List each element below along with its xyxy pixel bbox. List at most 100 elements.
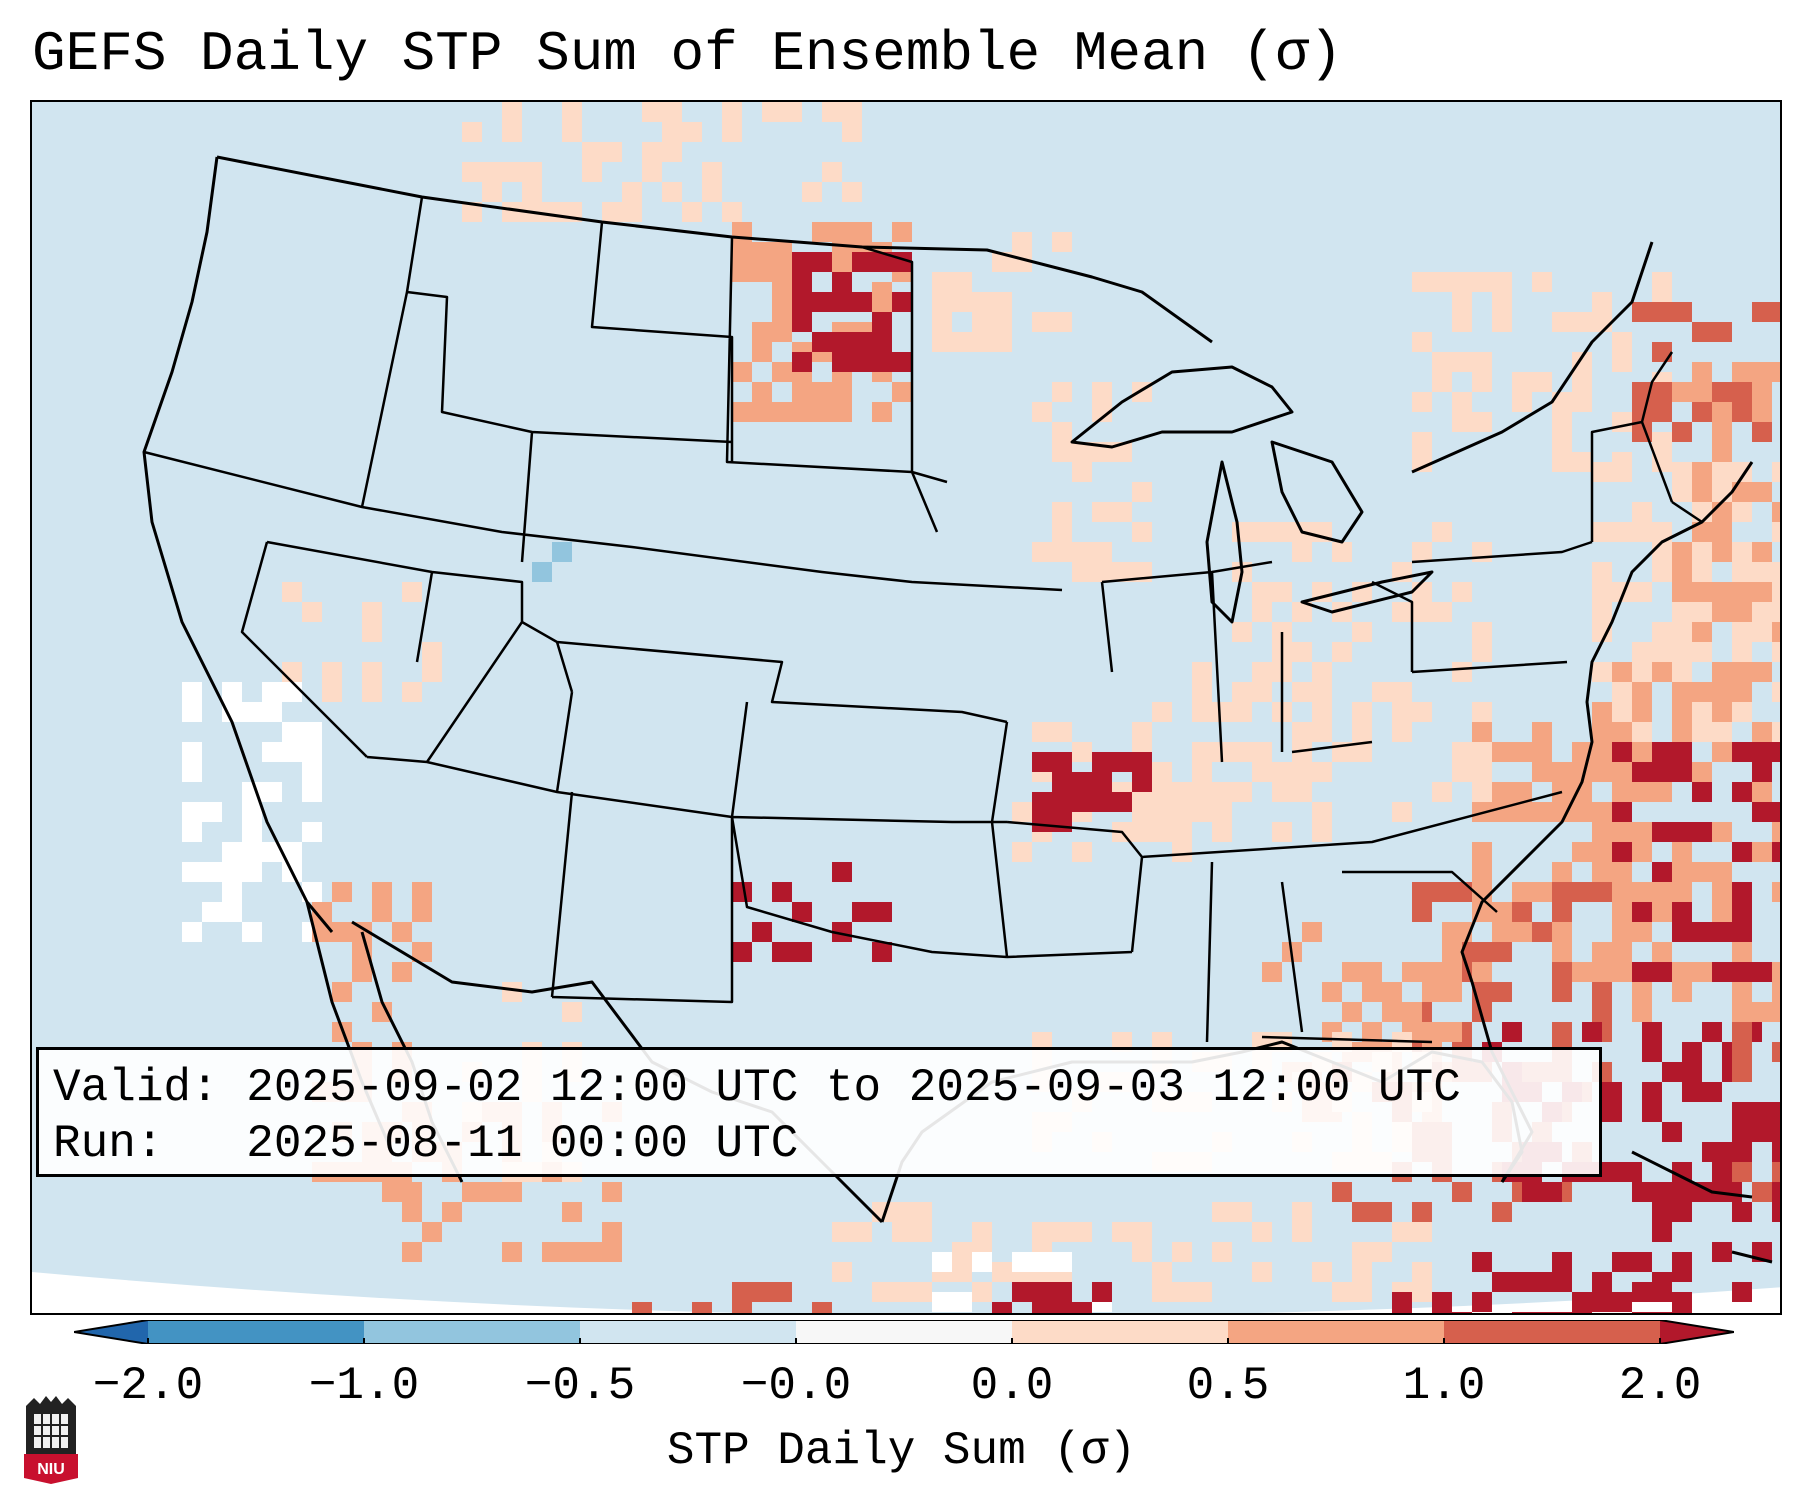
anomaly-cell: [1492, 292, 1512, 312]
anomaly-cell: [1472, 702, 1492, 722]
anomaly-cell: [1712, 522, 1732, 542]
anomaly-cell: [1472, 942, 1492, 962]
anomaly-cell: [1492, 272, 1512, 292]
anomaly-cell: [1302, 922, 1322, 942]
anomaly-cell: [372, 902, 392, 922]
anomaly-cell: [1152, 782, 1172, 802]
valid-time-box: Valid: 2025-09-02 12:00 UTC to 2025-09-0…: [36, 1047, 1602, 1177]
anomaly-cell: [732, 942, 752, 962]
anomaly-cell: [1392, 1222, 1412, 1242]
anomaly-cell: [1592, 762, 1612, 782]
colorbar-tick-label: 1.0: [1402, 1360, 1486, 1412]
anomaly-cell: [992, 332, 1012, 352]
run-value: 2025-08-11 00:00 UTC: [246, 1118, 799, 1170]
anomaly-cell: [992, 252, 1012, 272]
anomaly-cell: [1342, 962, 1362, 982]
anomaly-cell: [1772, 1142, 1780, 1162]
anomaly-cell: [1602, 1102, 1622, 1122]
anomaly-cell: [1352, 702, 1372, 722]
anomaly-cell: [1472, 272, 1492, 292]
anomaly-cell: [1532, 272, 1552, 292]
anomaly-cell: [1672, 902, 1692, 922]
anomaly-cell: [832, 292, 852, 312]
anomaly-cell: [412, 942, 432, 962]
anomaly-cell: [832, 352, 852, 372]
anomaly-cell: [1032, 1222, 1052, 1242]
anomaly-cell: [1612, 902, 1632, 922]
anomaly-cell: [1592, 662, 1612, 682]
anomaly-cell: [872, 312, 892, 332]
anomaly-cell: [692, 1302, 712, 1313]
anomaly-cell: [1492, 922, 1512, 942]
anomaly-cell: [502, 982, 522, 1002]
anomaly-cell: [392, 962, 412, 982]
anomaly-cell: [1472, 1292, 1492, 1312]
anomaly-cell: [1492, 1272, 1512, 1292]
anomaly-cell: [1612, 412, 1632, 432]
valid-row: Valid: 2025-09-02 12:00 UTC to 2025-09-0…: [53, 1060, 1585, 1116]
anomaly-cell: [402, 582, 422, 602]
anomaly-cell: [1712, 962, 1732, 982]
anomaly-cell: [1292, 1222, 1312, 1242]
anomaly-cell: [1712, 1242, 1732, 1262]
anomaly-cell: [1472, 412, 1492, 432]
anomaly-cell: [1532, 802, 1552, 822]
anomaly-cell: [1432, 782, 1452, 802]
anomaly-cell: [1392, 802, 1412, 822]
anomaly-cell: [1692, 702, 1712, 722]
anomaly-cell: [1312, 762, 1332, 782]
anomaly-cell: [1452, 1182, 1472, 1202]
anomaly-cell: [482, 182, 502, 202]
anomaly-cell: [1452, 1312, 1472, 1313]
anomaly-cell: [1772, 1122, 1780, 1142]
anomaly-cell: [1712, 322, 1732, 342]
anomaly-cell: [1092, 1282, 1112, 1302]
anomaly-cell: [752, 922, 772, 942]
colorbar-tick-label: −2.0: [92, 1360, 204, 1412]
anomaly-cell: [1732, 402, 1752, 422]
anomaly-cell: [562, 102, 582, 122]
anomaly-cell: [1532, 1312, 1552, 1313]
anomaly-cell: [1092, 382, 1112, 402]
anomaly-cell: [1672, 702, 1692, 722]
anomaly-cell: [1772, 1162, 1780, 1182]
anomaly-cell: [1432, 352, 1452, 372]
anomaly-cell: [1772, 302, 1780, 322]
anomaly-cell: [1512, 1272, 1532, 1292]
anomaly-cell: [1772, 602, 1780, 622]
anomaly-cell: [1512, 1312, 1532, 1313]
anomaly-cell: [1772, 1042, 1780, 1062]
anomaly-cell: [1712, 382, 1732, 402]
anomaly-cell: [1472, 1252, 1492, 1272]
anomaly-cell: [1312, 662, 1332, 682]
anomaly-cell: [1252, 602, 1272, 622]
anomaly-cell: [1752, 1002, 1772, 1022]
colorbar-bin: [1228, 1320, 1445, 1344]
anomaly-cell: [1432, 882, 1452, 902]
anomaly-cell: [1612, 1252, 1632, 1272]
anomaly-cell: [562, 1202, 582, 1222]
colorbar-tick-label: −1.0: [308, 1360, 420, 1412]
anomaly-cell: [1712, 702, 1732, 722]
anomaly-cell: [1492, 1202, 1512, 1222]
anomaly-cell: [1192, 742, 1212, 762]
anomaly-cell: [1752, 602, 1772, 622]
anomaly-cell: [892, 222, 912, 242]
anomaly-cell: [1752, 582, 1772, 602]
anomaly-cell: [1672, 962, 1692, 982]
anomaly-cell: [972, 312, 992, 332]
anomaly-cell: [1422, 1022, 1442, 1042]
anomaly-cell: [1652, 942, 1672, 962]
anomaly-cell: [1032, 722, 1052, 742]
anomaly-cell: [1472, 742, 1492, 762]
anomaly-cell: [582, 162, 602, 182]
anomaly-cell: [1032, 312, 1052, 332]
anomaly-cell: [1402, 962, 1422, 982]
anomaly-cell: [1612, 862, 1632, 882]
anomaly-cell: [222, 682, 242, 702]
anomaly-cell: [1672, 1252, 1692, 1272]
anomaly-cell: [1532, 722, 1552, 742]
anomaly-cell: [1192, 1282, 1212, 1302]
anomaly-cell: [1432, 272, 1452, 292]
anomaly-cell: [1732, 582, 1752, 602]
